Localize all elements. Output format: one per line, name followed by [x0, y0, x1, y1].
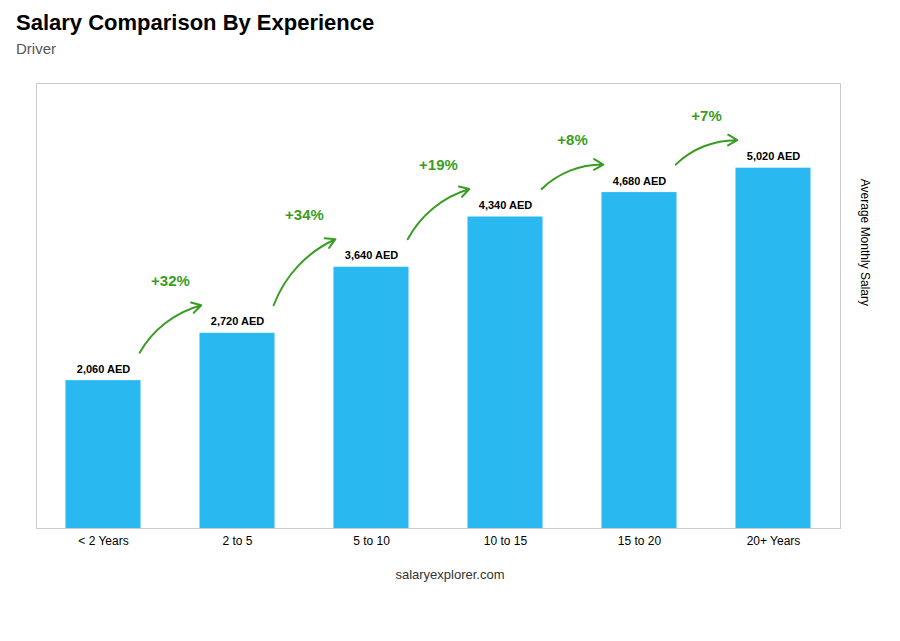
html-text:salaryexplorer.com: salaryexplorer.com: [395, 567, 505, 582]
html-text:Driver: Driver: [16, 40, 56, 57]
svg-text:2,720 AED: 2,720 AED: [211, 315, 264, 327]
svg-text:+7%: +7%: [691, 107, 721, 124]
svg-text:+19%: +19%: [419, 156, 458, 173]
svg-text:+8%: +8%: [557, 131, 587, 148]
svg-text:10 to 15: 10 to 15: [484, 534, 528, 548]
svg-text:20+ Years: 20+ Years: [747, 534, 801, 548]
svg-text:3,640 AED: 3,640 AED: [345, 249, 398, 261]
svg-text:4,340 AED: 4,340 AED: [479, 199, 532, 211]
html-text:Salary Comparison By Experienc: Salary Comparison By Experience: [16, 10, 375, 35]
svg-text:2,060 AED: 2,060 AED: [77, 363, 130, 375]
svg-text:Average Monthly Salary: Average Monthly Salary: [858, 179, 872, 306]
svg-text:< 2 Years: < 2 Years: [78, 534, 128, 548]
svg-text:+32%: +32%: [151, 272, 190, 289]
svg-text:15 to 20: 15 to 20: [618, 534, 662, 548]
svg-text:5,020 AED: 5,020 AED: [747, 150, 800, 162]
svg-text:2 to 5: 2 to 5: [222, 534, 252, 548]
svg-text:+34%: +34%: [285, 206, 324, 223]
svg-text:4,680 AED: 4,680 AED: [613, 175, 666, 187]
svg-text:5 to 10: 5 to 10: [353, 534, 390, 548]
